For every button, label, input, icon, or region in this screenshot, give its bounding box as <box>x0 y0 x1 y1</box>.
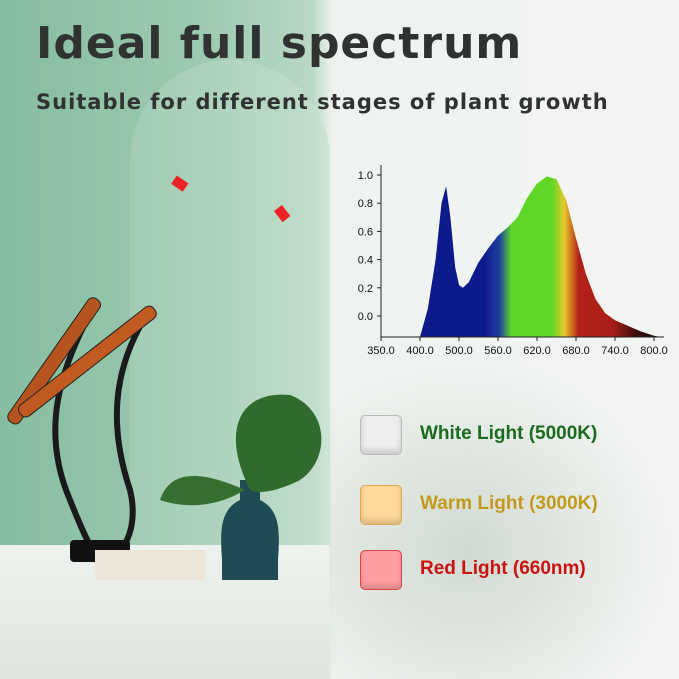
x-tick-label: 800.0 <box>640 345 668 357</box>
books <box>95 550 205 580</box>
y-tick-label: 0.8 <box>358 198 373 210</box>
legend-swatch <box>360 550 402 590</box>
vase <box>221 480 279 580</box>
monstera-leaf <box>160 476 245 506</box>
lamp-bar-right <box>18 205 291 418</box>
page-subtitle: Suitable for different stages of plant g… <box>36 90 609 114</box>
x-tick-label: 560.0 <box>484 345 512 357</box>
legend-label: Warm Light (3000K) <box>420 493 598 514</box>
page-title: Ideal full spectrum <box>36 18 523 69</box>
y-tick-label: 1.0 <box>358 170 373 182</box>
y-tick-label: 0.2 <box>358 283 373 295</box>
x-tick-label: 620.0 <box>523 345 551 357</box>
grow-lamp-image <box>7 175 322 580</box>
legend-swatch <box>360 415 402 455</box>
lamp-bar-left <box>7 175 189 425</box>
monstera-leaf <box>235 394 322 492</box>
x-tick-label: 680.0 <box>562 345 590 357</box>
x-tick-label: 400.0 <box>406 345 434 357</box>
y-tick-label: 0.6 <box>358 226 373 238</box>
spectrum-chart: 350.0 400.0 500.0 560.0 620.0 680.0 740.0 800.0… <box>358 165 668 357</box>
y-tick-label: 0.4 <box>358 255 373 267</box>
legend-label: White Light (5000K) <box>420 423 598 444</box>
x-tick-label: 740.0 <box>601 345 629 357</box>
x-tick-label: 500.0 <box>445 345 473 357</box>
legend-swatch <box>360 485 402 525</box>
spectrum-area <box>420 176 661 337</box>
x-tick-label: 350.0 <box>367 345 395 357</box>
legend-label: Red Light (660nm) <box>420 558 586 579</box>
y-tick-label: 0.0 <box>358 311 373 323</box>
